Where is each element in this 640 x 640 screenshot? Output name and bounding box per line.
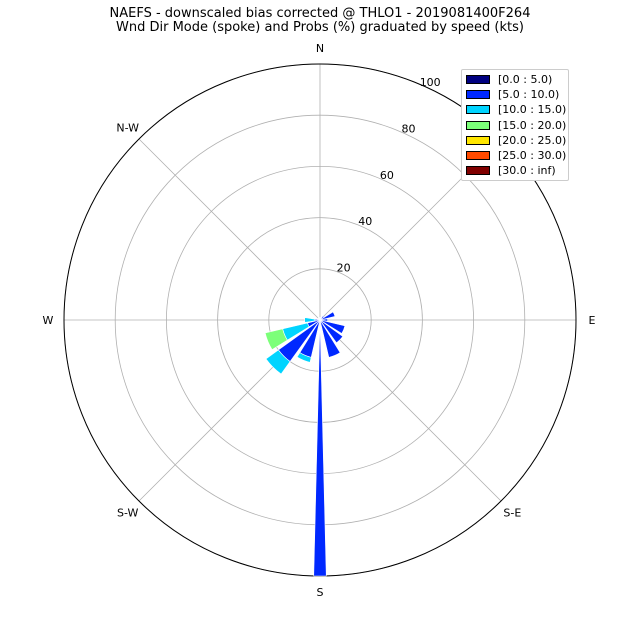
legend-entry: [30.0 : inf) — [462, 163, 568, 178]
wind-bar-s-1 — [313, 319, 327, 577]
axis-labels: 20 40 60 80 100 N E S-E S S-W W N-W — [43, 42, 596, 599]
legend-entry: [15.0 : 20.0) — [462, 118, 568, 133]
radial-tick-label: 20 — [337, 262, 351, 275]
legend-label: [30.0 : inf) — [498, 164, 556, 178]
wind-bar-ssw-2 — [296, 352, 312, 363]
radial-tick-label: 80 — [402, 122, 416, 135]
wind-bar-e-1 — [319, 318, 328, 322]
legend-swatch — [466, 75, 490, 85]
legend-entry: [10.0 : 15.0) — [462, 102, 568, 117]
radial-gridline — [138, 138, 321, 321]
legend-label: [0.0 : 5.0) — [498, 73, 553, 87]
wind-bar-w-2 — [304, 317, 316, 323]
radial-tick-label: 60 — [380, 169, 394, 182]
legend-swatch — [466, 105, 490, 115]
wind-bar-se-1 — [319, 319, 344, 344]
legend-label: [15.0 : 20.0) — [498, 118, 567, 132]
wind-bar-sw-2 — [265, 349, 291, 375]
wind-bar-wsw-3 — [264, 328, 288, 351]
wind-bar-sse-1 — [319, 319, 341, 358]
legend-swatch — [466, 151, 490, 161]
legend-label: [20.0 : 25.0) — [498, 133, 567, 147]
compass-label-w: W — [43, 314, 54, 327]
wind-bar-nnw-1 — [318, 317, 321, 321]
chart-title: NAEFS - downscaled bias corrected @ THLO… — [109, 6, 531, 21]
compass-label-s: S — [317, 586, 324, 599]
wind-bar-ene-1 — [319, 311, 336, 321]
legend-entry: [25.0 : 30.0) — [462, 148, 568, 163]
radial-tick-label: 40 — [358, 215, 372, 228]
chart-subtitle: Wnd Dir Mode (spoke) and Probs (%) gradu… — [116, 20, 524, 35]
radial-gridline — [319, 319, 502, 502]
radial-tick-label: 100 — [420, 76, 441, 89]
wind-bar-ne-1 — [319, 315, 325, 321]
compass-label-n: N — [316, 42, 324, 55]
legend-entry: [0.0 : 5.0) — [462, 72, 568, 87]
legend-label: [10.0 : 15.0) — [498, 103, 567, 117]
legend-swatch — [466, 166, 490, 176]
legend-label: [5.0 : 10.0) — [498, 88, 560, 102]
legend-label: [25.0 : 30.0) — [498, 149, 567, 163]
legend-entry: [5.0 : 10.0) — [462, 87, 568, 102]
compass-label-e: E — [589, 314, 596, 327]
compass-label-s-w: S-W — [117, 506, 139, 519]
wind-rose-bars — [264, 311, 346, 577]
legend-swatch — [466, 135, 490, 145]
legend-swatch — [466, 120, 490, 130]
legend: [0.0 : 5.0) [5.0 : 10.0) [10.0 : 15.0) [15.… — [461, 69, 569, 182]
compass-label-n-w: N-W — [116, 122, 139, 135]
legend-swatch — [466, 90, 490, 100]
compass-label-s-e: S-E — [503, 506, 521, 519]
legend-entry: [20.0 : 25.0) — [462, 133, 568, 148]
wind-bar-ese-1 — [319, 319, 346, 334]
